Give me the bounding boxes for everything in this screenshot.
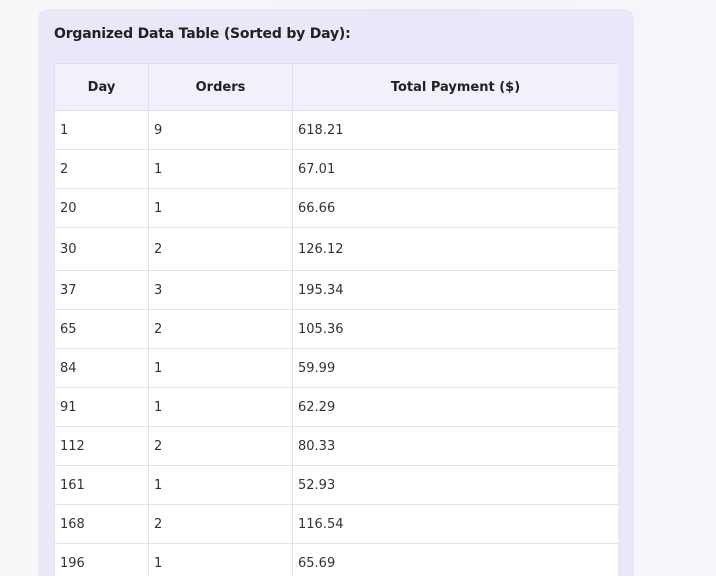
- cell-orders: 2: [148, 227, 293, 271]
- cell-day: 84: [54, 348, 149, 388]
- cell-orders: 3: [148, 270, 293, 310]
- cell-orders: 9: [148, 110, 293, 150]
- table-row: 1 9 618.21: [54, 110, 618, 150]
- cell-total-payment: 59.99: [292, 348, 618, 388]
- column-header-total-payment: Total Payment ($): [292, 63, 618, 111]
- cell-orders: 1: [148, 465, 293, 505]
- table-row: 161 1 52.93: [54, 465, 618, 505]
- cell-total-payment: 195.34: [292, 270, 618, 310]
- table-row: 37 3 195.34: [54, 270, 618, 310]
- cell-orders: 1: [148, 348, 293, 388]
- cell-day: 91: [54, 387, 149, 427]
- cell-day: 20: [54, 188, 149, 228]
- cell-total-payment: 126.12: [292, 227, 618, 271]
- cell-total-payment: 67.01: [292, 149, 618, 189]
- data-table-card: Organized Data Table (Sorted by Day): Da…: [38, 9, 634, 584]
- cell-day: 2: [54, 149, 149, 189]
- table-row: 84 1 59.99: [54, 348, 618, 388]
- table-row: 20 1 66.66: [54, 188, 618, 228]
- cell-total-payment: 105.36: [292, 309, 618, 349]
- cell-day: 30: [54, 227, 149, 271]
- table-scroll-area[interactable]: Day Orders Total Payment ($) 1 9 618.21 2 1 6…: [54, 63, 618, 583]
- cell-total-payment: 618.21: [292, 110, 618, 150]
- cell-day: 65: [54, 309, 149, 349]
- cell-day: 168: [54, 504, 149, 544]
- cell-total-payment: 80.33: [292, 426, 618, 466]
- column-header-day: Day: [54, 63, 149, 111]
- orders-table: Day Orders Total Payment ($) 1 9 618.21 2 1 6…: [54, 63, 618, 583]
- cell-day: 1: [54, 110, 149, 150]
- table-header-row: Day Orders Total Payment ($): [54, 63, 618, 111]
- table-row: 168 2 116.54: [54, 504, 618, 544]
- table-row: 30 2 126.12: [54, 227, 618, 271]
- cell-total-payment: 116.54: [292, 504, 618, 544]
- cell-orders: 2: [148, 309, 293, 349]
- cell-orders: 1: [148, 149, 293, 189]
- cell-orders: 1: [148, 188, 293, 228]
- column-header-orders: Orders: [148, 63, 293, 111]
- cell-orders: 2: [148, 504, 293, 544]
- table-row: 91 1 62.29: [54, 387, 618, 427]
- cell-day: 161: [54, 465, 149, 505]
- cell-total-payment: 66.66: [292, 188, 618, 228]
- table-row: 112 2 80.33: [54, 426, 618, 466]
- bottom-edge: [0, 576, 716, 584]
- cell-day: 112: [54, 426, 149, 466]
- cell-day: 37: [54, 270, 149, 310]
- cell-total-payment: 52.93: [292, 465, 618, 505]
- cell-orders: 2: [148, 426, 293, 466]
- cell-orders: 1: [148, 387, 293, 427]
- table-title: Organized Data Table (Sorted by Day):: [54, 26, 351, 42]
- table-row: 2 1 67.01: [54, 149, 618, 189]
- table-row: 65 2 105.36: [54, 309, 618, 349]
- cell-total-payment: 62.29: [292, 387, 618, 427]
